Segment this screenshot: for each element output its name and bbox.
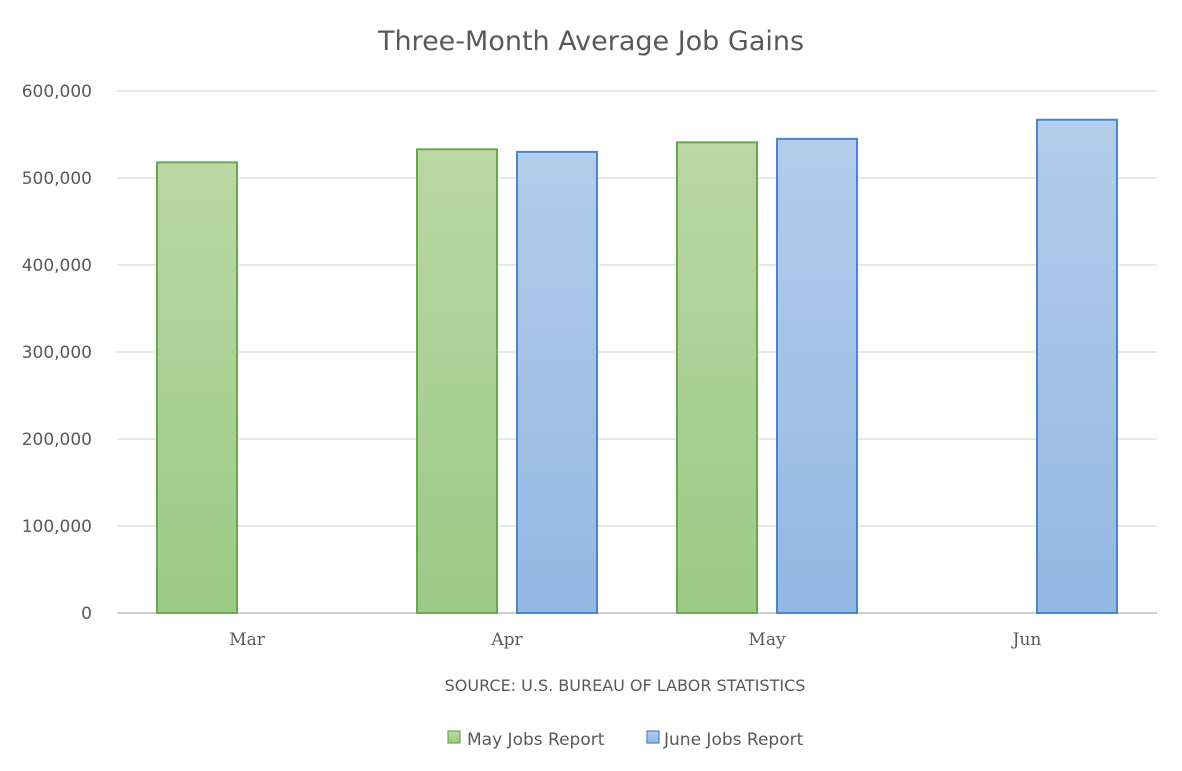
bar-may-jobs-report-mar: [156, 161, 238, 614]
chart-title: Three-Month Average Job Gains: [377, 26, 804, 57]
legend-swatch-june-jobs-report: [646, 730, 660, 744]
y-tick-label: 400,000: [22, 256, 92, 276]
x-tick-label-apr: Apr: [490, 630, 523, 650]
bars: [156, 118, 1118, 615]
y-tick-label: 500,000: [22, 169, 92, 189]
y-tick-label: 300,000: [22, 343, 92, 363]
gridlines: [117, 90, 1157, 614]
source-note: SOURCE: U.S. BUREAU OF LABOR STATISTICS: [445, 676, 806, 695]
x-tick-label-may: May: [748, 630, 786, 650]
legend-swatch-may-jobs-report: [447, 730, 461, 744]
y-tick-label: 200,000: [22, 430, 92, 450]
bar-june-jobs-report-jun: [1036, 118, 1118, 615]
bar-june-jobs-report-apr: [516, 150, 598, 614]
legend: May Jobs Report June Jobs Report: [447, 730, 804, 750]
bar-may-jobs-report-apr: [416, 148, 498, 614]
x-tick-label-mar: Mar: [229, 630, 266, 650]
bar-may-jobs-report-may: [676, 141, 758, 615]
legend-label-june-jobs-report: June Jobs Report: [663, 730, 804, 750]
x-axis-ticks: Mar Apr May Jun: [229, 630, 1041, 650]
legend-label-may-jobs-report: May Jobs Report: [467, 730, 605, 750]
y-tick-label: 600,000: [22, 82, 92, 102]
y-tick-label: 0: [81, 604, 92, 624]
bar-june-jobs-report-may: [776, 137, 858, 614]
y-axis-ticks: 0 100,000 200,000 300,000 400,000 500,000 600,…: [22, 82, 92, 624]
y-tick-label: 100,000: [22, 517, 92, 537]
x-tick-label-jun: Jun: [1011, 630, 1042, 650]
